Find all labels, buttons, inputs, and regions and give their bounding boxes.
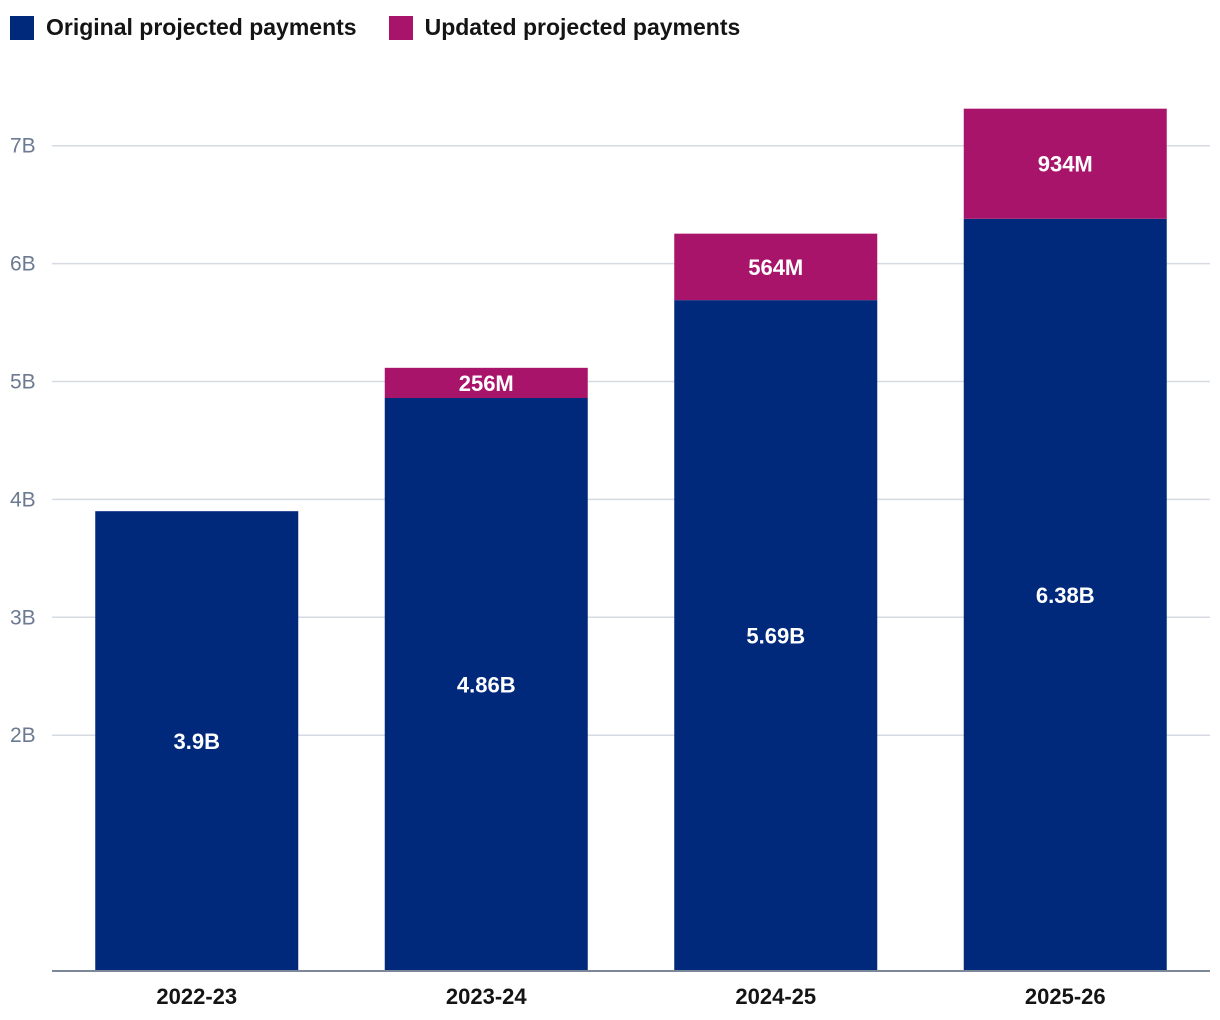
- bar-updated: [384, 367, 588, 399]
- legend-swatch-original: [10, 15, 34, 40]
- legend-swatch-updated: [388, 15, 413, 40]
- y-tick-label: 3B: [10, 606, 36, 629]
- x-tick-label: 2024-25: [735, 984, 816, 1009]
- data-label: 3.9B: [174, 729, 220, 754]
- legend-item-updated: Updated projected payments: [388, 14, 741, 41]
- bar-original: [95, 511, 299, 971]
- bar-updated: [674, 233, 878, 301]
- y-tick-label: 2B: [10, 724, 36, 747]
- bar-original: [963, 218, 1167, 972]
- y-tick-label: 4B: [10, 488, 36, 511]
- chart-legend: Original projected payments Updated proj…: [10, 14, 740, 41]
- y-tick-label: 6B: [10, 253, 36, 276]
- bar-original: [384, 398, 588, 972]
- data-label: 934M: [1038, 152, 1093, 177]
- bar-original: [674, 300, 878, 971]
- legend-label-updated: Updated projected payments: [424, 14, 741, 40]
- bar-updated: [963, 108, 1167, 219]
- data-label: 564M: [748, 255, 803, 280]
- legend-item-original: Original projected payments: [10, 14, 357, 41]
- x-tick-label: 2025-26: [1025, 984, 1106, 1009]
- x-tick-label: 2022-23: [156, 984, 237, 1009]
- data-label: 6.38B: [1036, 583, 1095, 608]
- data-label: 5.69B: [746, 624, 805, 649]
- x-tick-label: 2023-24: [446, 984, 528, 1009]
- data-label: 4.86B: [457, 673, 516, 698]
- legend-label-original: Original projected payments: [46, 14, 357, 40]
- y-tick-label: 5B: [10, 371, 36, 394]
- data-label: 256M: [459, 371, 514, 396]
- y-tick-label: 7B: [10, 135, 36, 158]
